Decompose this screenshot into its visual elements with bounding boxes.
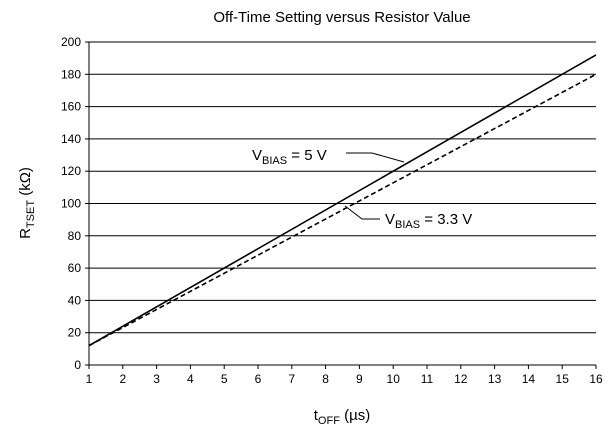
x-tick-label: 4	[187, 372, 194, 386]
x-tick-label: 12	[454, 372, 468, 386]
x-label-main: t	[314, 407, 319, 424]
x-tick-label: 8	[322, 372, 329, 386]
y-tick-label: 120	[61, 164, 81, 178]
x-tick-label: 16	[589, 372, 603, 386]
y-tick-label: 80	[68, 229, 82, 243]
label-sub: BIAS	[395, 219, 420, 231]
series-line	[88, 54, 597, 347]
leader-line	[346, 152, 405, 163]
label-rest: = 5 V	[287, 147, 327, 164]
x-tick-label: 2	[119, 372, 126, 386]
y-tick-label: 180	[61, 67, 81, 81]
leader-line	[344, 205, 380, 220]
x-tick-label: 15	[556, 372, 570, 386]
y-tick-label: 0	[74, 358, 81, 372]
x-tick-label: 13	[488, 372, 502, 386]
x-tick-label: 9	[356, 372, 363, 386]
y-tick-label: 160	[61, 100, 81, 114]
x-tick-label: 11	[421, 372, 434, 386]
chart-title: Off-Time Setting versus Resistor Value	[213, 9, 470, 26]
y-axis-label: RTSET (kΩ)	[17, 167, 37, 239]
series-line	[88, 73, 597, 347]
y-tick-label: 20	[68, 326, 82, 340]
y-tick-label: 200	[61, 35, 81, 49]
y-tick-label: 100	[61, 197, 81, 211]
x-tick-label: 7	[288, 372, 295, 386]
y-tick-label: 60	[68, 261, 82, 275]
label-main: V	[252, 147, 262, 164]
annotation: VBIAS = 5 V	[252, 147, 327, 167]
annotation: VBIAS = 3.3 V	[385, 211, 472, 231]
y-label-sub: TSET	[25, 200, 37, 228]
x-label-sub: OFF	[318, 415, 340, 427]
y-tick-label: 40	[68, 293, 82, 307]
x-tick-label: 6	[255, 372, 262, 386]
x-tick-label: 14	[522, 372, 536, 386]
x-label-rest: (µs)	[340, 407, 370, 424]
label-main: V	[385, 211, 395, 228]
x-tick-label: 1	[86, 372, 93, 386]
y-label-main: R	[17, 228, 34, 239]
x-tick-label: 3	[153, 372, 160, 386]
x-tick-label: 5	[221, 372, 228, 386]
x-axis-label: tOFF (µs)	[314, 407, 370, 427]
y-label-rest: (kΩ)	[17, 167, 34, 200]
label-rest: = 3.3 V	[420, 211, 472, 228]
y-tick-label: 140	[61, 132, 81, 146]
label-sub: BIAS	[262, 155, 287, 167]
x-tick-label: 10	[387, 372, 401, 386]
